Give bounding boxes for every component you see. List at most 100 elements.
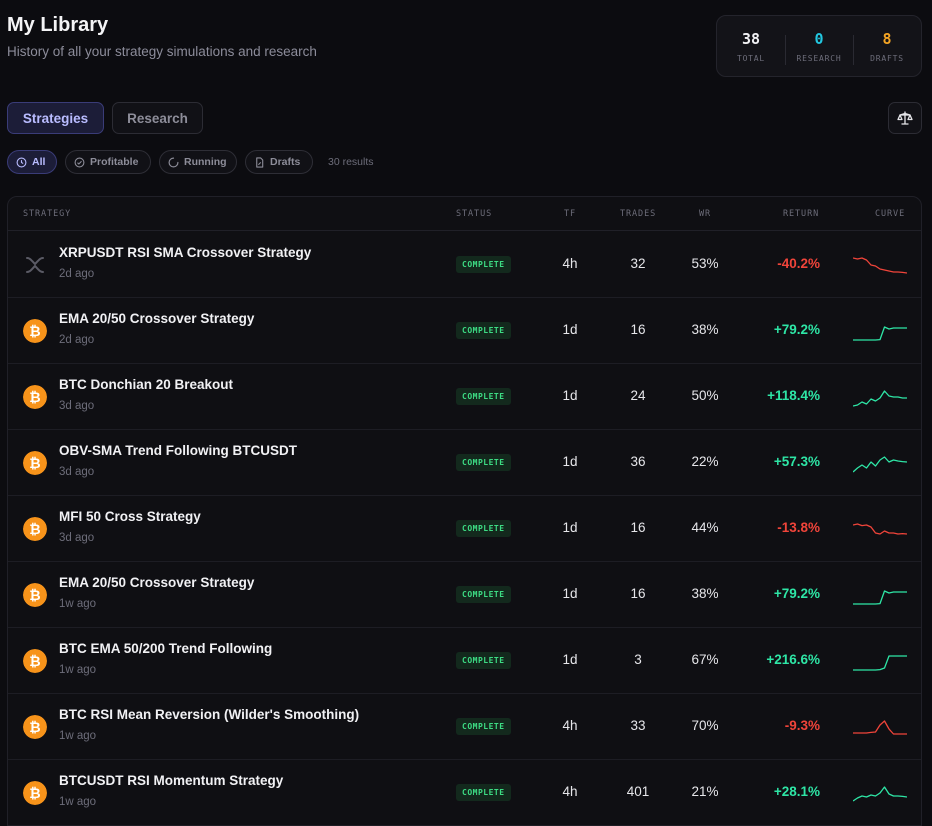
- winrate-cell: 44%: [691, 520, 719, 535]
- winrate-cell: 22%: [691, 454, 719, 469]
- xrp-icon: [26, 257, 44, 273]
- winrate-cell: 21%: [691, 784, 719, 799]
- draft-file-icon: [256, 156, 264, 168]
- equity-curve-line: [853, 523, 907, 535]
- scale-icon: [897, 111, 913, 125]
- strategy-age: 3d ago: [59, 466, 95, 478]
- timeframe-cell: 4h: [562, 784, 578, 799]
- col-wr: WR: [699, 209, 712, 219]
- stat-total-label: TOTAL: [736, 54, 766, 63]
- strategy-name[interactable]: EMA 20/50 Crossover Strategy: [59, 311, 255, 326]
- status-badge: COMPLETE: [456, 652, 511, 669]
- strategy-name[interactable]: OBV-SMA Trend Following BTCUSDT: [59, 443, 297, 458]
- table-row[interactable]: ₿ EMA 20/50 Crossover Strategy 2d ago COMPL…: [8, 298, 921, 364]
- strategy-name[interactable]: BTC RSI Mean Reversion (Wilder's Smoothi…: [59, 707, 360, 722]
- equity-curve: [853, 523, 907, 535]
- table-row[interactable]: XRPUSDT RSI SMA Crossover Strategy 2d ago…: [8, 232, 921, 298]
- compare-button[interactable]: [888, 102, 922, 134]
- stat-drafts-label: DRAFTS: [870, 54, 904, 63]
- winrate-cell: 67%: [691, 652, 719, 667]
- trades-cell: 3: [634, 652, 642, 667]
- trades-cell: 32: [630, 256, 646, 271]
- clock-icon: [16, 157, 27, 167]
- svg-text:₿: ₿: [29, 323, 40, 339]
- filter-all[interactable]: All: [7, 150, 57, 174]
- col-curve: CURVE: [875, 209, 906, 219]
- stat-total: 38 TOTAL: [717, 29, 785, 63]
- tab-strategies[interactable]: Strategies: [7, 102, 104, 134]
- equity-curve: [853, 655, 907, 671]
- strategy-name[interactable]: XRPUSDT RSI SMA Crossover Strategy: [59, 245, 312, 260]
- page-subtitle: History of all your strategy simulations…: [7, 44, 317, 59]
- status-badge: COMPLETE: [456, 322, 511, 339]
- strategy-name[interactable]: EMA 20/50 Crossover Strategy: [59, 575, 255, 590]
- filter-profitable[interactable]: Profitable: [65, 150, 151, 174]
- filter-profitable-label: Profitable: [90, 156, 139, 168]
- bitcoin-icon: ₿: [23, 385, 47, 409]
- winrate-cell: 53%: [691, 256, 719, 271]
- return-cell: +79.2%: [773, 586, 820, 601]
- table-row[interactable]: ₿ MFI 50 Cross Strategy 3d ago COMPLETE 1d 16…: [8, 496, 921, 562]
- timeframe-cell: 1d: [562, 520, 578, 535]
- status-badge: COMPLETE: [456, 454, 511, 471]
- strategy-name[interactable]: MFI 50 Cross Strategy: [59, 509, 201, 524]
- svg-text:₿: ₿: [29, 587, 40, 603]
- bitcoin-icon: ₿: [23, 583, 47, 607]
- status-badge: COMPLETE: [456, 718, 511, 735]
- bitcoin-icon: ₿: [23, 781, 47, 805]
- filter-all-label: All: [32, 156, 46, 168]
- return-cell: -13.8%: [777, 520, 820, 535]
- table-row[interactable]: ₿ OBV-SMA Trend Following BTCUSDT 3d ago CO…: [8, 430, 921, 496]
- strategy-age: 1w ago: [59, 598, 97, 610]
- equity-curve: [853, 720, 907, 735]
- table-row[interactable]: ₿ BTC Donchian 20 Breakout 3d ago COMPLETE 1…: [8, 364, 921, 430]
- svg-text:₿: ₿: [29, 521, 40, 537]
- strategy-age: 1w ago: [59, 730, 97, 742]
- equity-curve-line: [853, 720, 907, 735]
- return-cell: +216.6%: [766, 652, 820, 667]
- filter-running-label: Running: [184, 156, 227, 168]
- filter-drafts[interactable]: Drafts: [245, 150, 313, 174]
- trades-cell: 16: [630, 586, 646, 601]
- table-row[interactable]: ₿ EMA 20/50 Crossover Strategy 1w ago COMPL…: [8, 562, 921, 628]
- timeframe-cell: 1d: [562, 586, 578, 601]
- equity-curve-line: [853, 390, 907, 407]
- bitcoin-icon: ₿: [23, 649, 47, 673]
- strategy-name[interactable]: BTCUSDT RSI Momentum Strategy: [59, 773, 284, 788]
- timeframe-cell: 4h: [562, 718, 578, 733]
- stat-drafts: 8 DRAFTS: [853, 29, 921, 65]
- table-row[interactable]: ₿ BTC EMA 50/200 Trend Following 1w ago COM…: [8, 628, 921, 694]
- status-badge: COMPLETE: [456, 586, 511, 603]
- bitcoin-icon: ₿: [23, 319, 47, 343]
- stats-panel: 38 TOTAL 0 RESEARCH 8 DRAFTS: [716, 15, 922, 77]
- return-cell: -9.3%: [784, 718, 820, 733]
- bitcoin-icon: ₿: [23, 451, 47, 475]
- equity-curve: [853, 456, 907, 473]
- tab-research[interactable]: Research: [112, 102, 203, 134]
- return-cell: +57.3%: [773, 454, 820, 469]
- table-row[interactable]: ₿ BTCUSDT RSI Momentum Strategy 1w ago COMP…: [8, 760, 921, 826]
- svg-text:₿: ₿: [29, 389, 40, 405]
- stat-total-value: 38: [741, 30, 761, 48]
- strategy-age: 3d ago: [59, 532, 95, 544]
- timeframe-cell: 4h: [562, 256, 578, 271]
- stat-research-label: RESEARCH: [796, 54, 842, 63]
- strategy-age: 1w ago: [59, 664, 97, 676]
- results-count: 30 results: [328, 156, 374, 168]
- equity-curve: [853, 786, 907, 802]
- timeframe-cell: 1d: [562, 454, 578, 469]
- status-badge: COMPLETE: [456, 784, 511, 801]
- strategy-age: 3d ago: [59, 400, 95, 412]
- table-row[interactable]: ₿ BTC RSI Mean Reversion (Wilder's Smooth…: [8, 694, 921, 760]
- filter-running[interactable]: Running: [159, 150, 237, 174]
- strategy-name[interactable]: BTC Donchian 20 Breakout: [59, 377, 234, 392]
- trades-cell: 36: [630, 454, 646, 469]
- winrate-cell: 70%: [691, 718, 719, 733]
- col-trades: TRADES: [620, 209, 657, 219]
- equity-curve-line: [853, 257, 907, 274]
- strategy-name[interactable]: BTC EMA 50/200 Trend Following: [59, 641, 273, 656]
- strategies-table: STRATEGY STATUS TF TRADES WR RETURN CURV…: [7, 196, 922, 826]
- strategy-age: 2d ago: [59, 268, 95, 280]
- return-cell: +79.2%: [773, 322, 820, 337]
